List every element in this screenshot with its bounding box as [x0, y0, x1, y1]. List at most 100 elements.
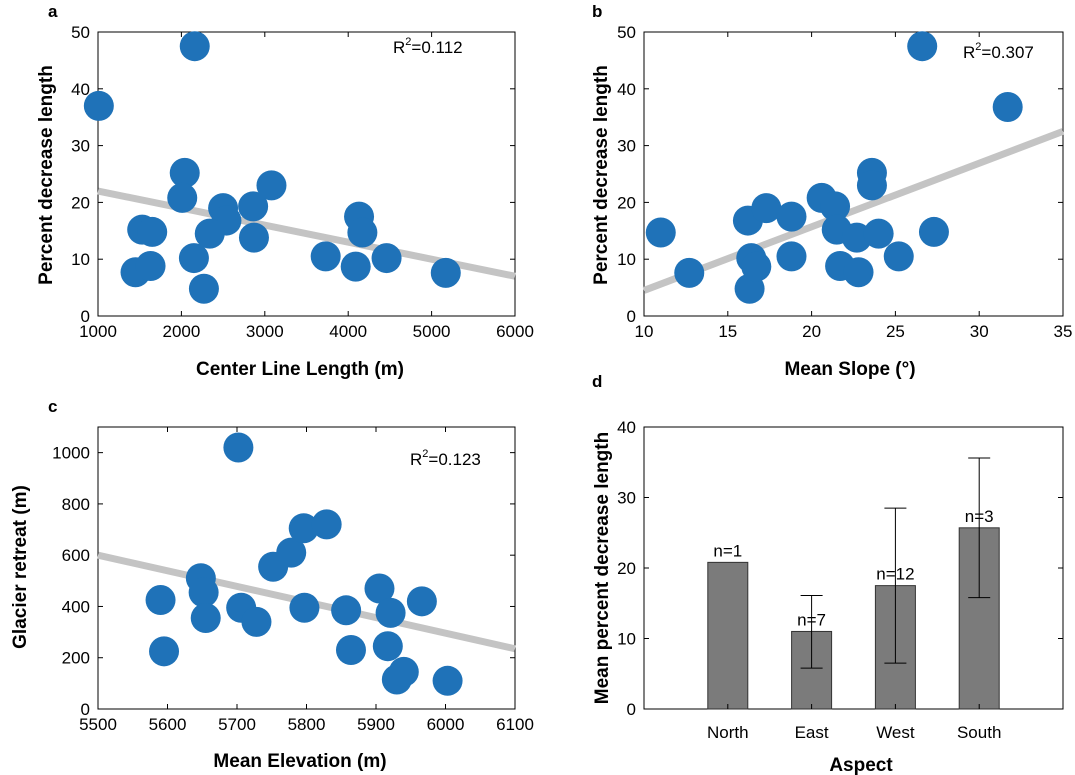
panel-c-data-point [311, 509, 342, 540]
panel-d-ytick-label: 30 [617, 489, 636, 508]
panel-b-xtick-label: 25 [886, 322, 905, 341]
panel-b-xlabel: Mean Slope (°) [784, 359, 915, 380]
panel-b-ytick-label: 10 [617, 250, 636, 269]
panel-b-xtick-label: 10 [635, 322, 654, 341]
panel-c-data-point [364, 573, 395, 604]
panel-c-ytick-label: 0 [81, 700, 90, 719]
panel-a-data-point [178, 243, 209, 274]
panel-b-r2: R2=0.307 [963, 41, 1034, 62]
panel-c-ytick-label: 400 [62, 597, 90, 616]
panel-d-ytick-label: 10 [617, 630, 636, 649]
panel-d-letter: d [592, 372, 602, 391]
panel-d-bar [707, 561, 749, 710]
panel-b-xtick-label: 35 [1054, 322, 1073, 341]
panel-b-data-point [776, 241, 807, 272]
panel-c-data-point [331, 595, 362, 626]
panel-b-xtick-label: 30 [970, 322, 989, 341]
panel-c-data-point [406, 586, 437, 617]
panel-d-ytick-label: 0 [627, 700, 636, 719]
panel-c-ytick-label: 1000 [52, 444, 90, 463]
panel-c-data-point [145, 585, 176, 616]
panel-a-data-point [347, 217, 378, 248]
panel-b-data-point [674, 257, 705, 288]
panel-a-ytick-label: 10 [71, 250, 90, 269]
panel-c-xtick-label: 5900 [357, 715, 395, 734]
panel-a-xtick-label: 1000 [79, 322, 117, 341]
panel-c-xtick-label: 5500 [79, 715, 117, 734]
panel-b-data-point [820, 191, 851, 222]
panel-d-ytick-label: 20 [617, 559, 636, 578]
panel-b-data-point [843, 257, 874, 288]
panel-a-scatter: a Percent decrease length Center Line Le… [36, 2, 534, 380]
panel-a-ytick-label: 0 [81, 307, 90, 326]
panel-c-data-point [149, 636, 180, 667]
panel-a-ytick-label: 20 [71, 193, 90, 212]
panel-a-data-point [238, 191, 269, 222]
panel-a-data-point [238, 222, 269, 253]
panel-a-data-point [430, 257, 461, 288]
panel-c-data-point [188, 577, 219, 608]
panel-d-bar-count-label: n=1 [713, 541, 742, 560]
panel-b-data-point [776, 201, 807, 232]
panel-d-ytick-label: 40 [617, 418, 636, 437]
panel-c-xtick-label: 5700 [218, 715, 256, 734]
panel-d-axes-box [643, 426, 1064, 710]
panel-c-xtick-label: 5600 [149, 715, 187, 734]
panel-b-data-point [856, 170, 887, 201]
panel-c-scatter: c Glacier retreat (m) Mean Elevation (m)… [10, 397, 534, 772]
panel-b-data-point [992, 91, 1023, 122]
panel-d-bar: d Mean percent decrease length Aspect 0 1… [592, 372, 1064, 775]
panel-b-letter: b [592, 2, 602, 21]
panel-b-scatter: b Percent decrease length Mean Slope (°)… [591, 2, 1072, 380]
panel-a-r2: R2=0.112 [393, 36, 463, 57]
panel-d-bar-count-label: n=12 [876, 565, 914, 584]
panel-b-data-point [863, 218, 894, 249]
panel-a-data-point [179, 31, 210, 62]
panel-b-data-point [645, 217, 676, 248]
panel-a-ytick-label: 50 [71, 23, 90, 42]
panel-c-letter: c [48, 397, 57, 416]
panel-b-ytick-label: 30 [617, 137, 636, 156]
panel-a-data-point [371, 243, 402, 274]
panel-a-xtick-label: 4000 [329, 322, 367, 341]
panel-b-ytick-label: 0 [627, 307, 636, 326]
panel-c-data-point [372, 631, 403, 662]
panel-c-data-point [388, 656, 419, 687]
panel-a-axes-box [97, 31, 516, 317]
panel-c-data-point [288, 513, 319, 544]
panel-d-category-label: West [876, 723, 915, 742]
panel-c-ytick-label: 800 [62, 495, 90, 514]
panel-c-data-point [223, 432, 254, 463]
panel-c-xtick-label: 5800 [288, 715, 326, 734]
panel-b-ylabel: Percent decrease length [591, 65, 612, 285]
panel-b-ytick-label: 40 [617, 80, 636, 99]
panel-b-ytick-label: 20 [617, 193, 636, 212]
panel-b-xtick-label: 15 [718, 322, 737, 341]
panel-c-data-point [276, 537, 307, 568]
panel-b-data-point [751, 193, 782, 224]
panel-a-data-point [83, 90, 114, 121]
panel-c-data-point [432, 665, 463, 696]
panel-a-data-point [167, 182, 198, 213]
panel-a-data-point [340, 251, 371, 282]
panel-a-xtick-label: 6000 [496, 322, 534, 341]
panel-a-data-point [256, 170, 287, 201]
panel-c-xlabel: Mean Elevation (m) [213, 751, 386, 772]
panel-c-data-point [289, 592, 320, 623]
panel-b-trend-line [642, 128, 1065, 294]
panel-b-data-point [741, 251, 772, 282]
panel-d-category-label: East [795, 723, 829, 742]
panel-a-xtick-label: 3000 [246, 322, 284, 341]
panel-a-letter: a [48, 2, 58, 21]
panel-a-xtick-label: 2000 [162, 322, 200, 341]
panel-a-data-point [310, 241, 341, 272]
panel-c-ylabel: Glacier retreat (m) [10, 485, 31, 649]
panel-d-bar-count-label: n=7 [797, 610, 826, 629]
panel-b-xtick-label: 20 [802, 322, 821, 341]
panel-c-data-point [375, 597, 406, 628]
panel-a-xtick-label: 5000 [413, 322, 451, 341]
panel-c-data-point [190, 602, 221, 633]
panel-a-data-point [188, 273, 219, 304]
panel-b-data-point [907, 31, 938, 62]
panel-d-category-label: South [957, 723, 1001, 742]
